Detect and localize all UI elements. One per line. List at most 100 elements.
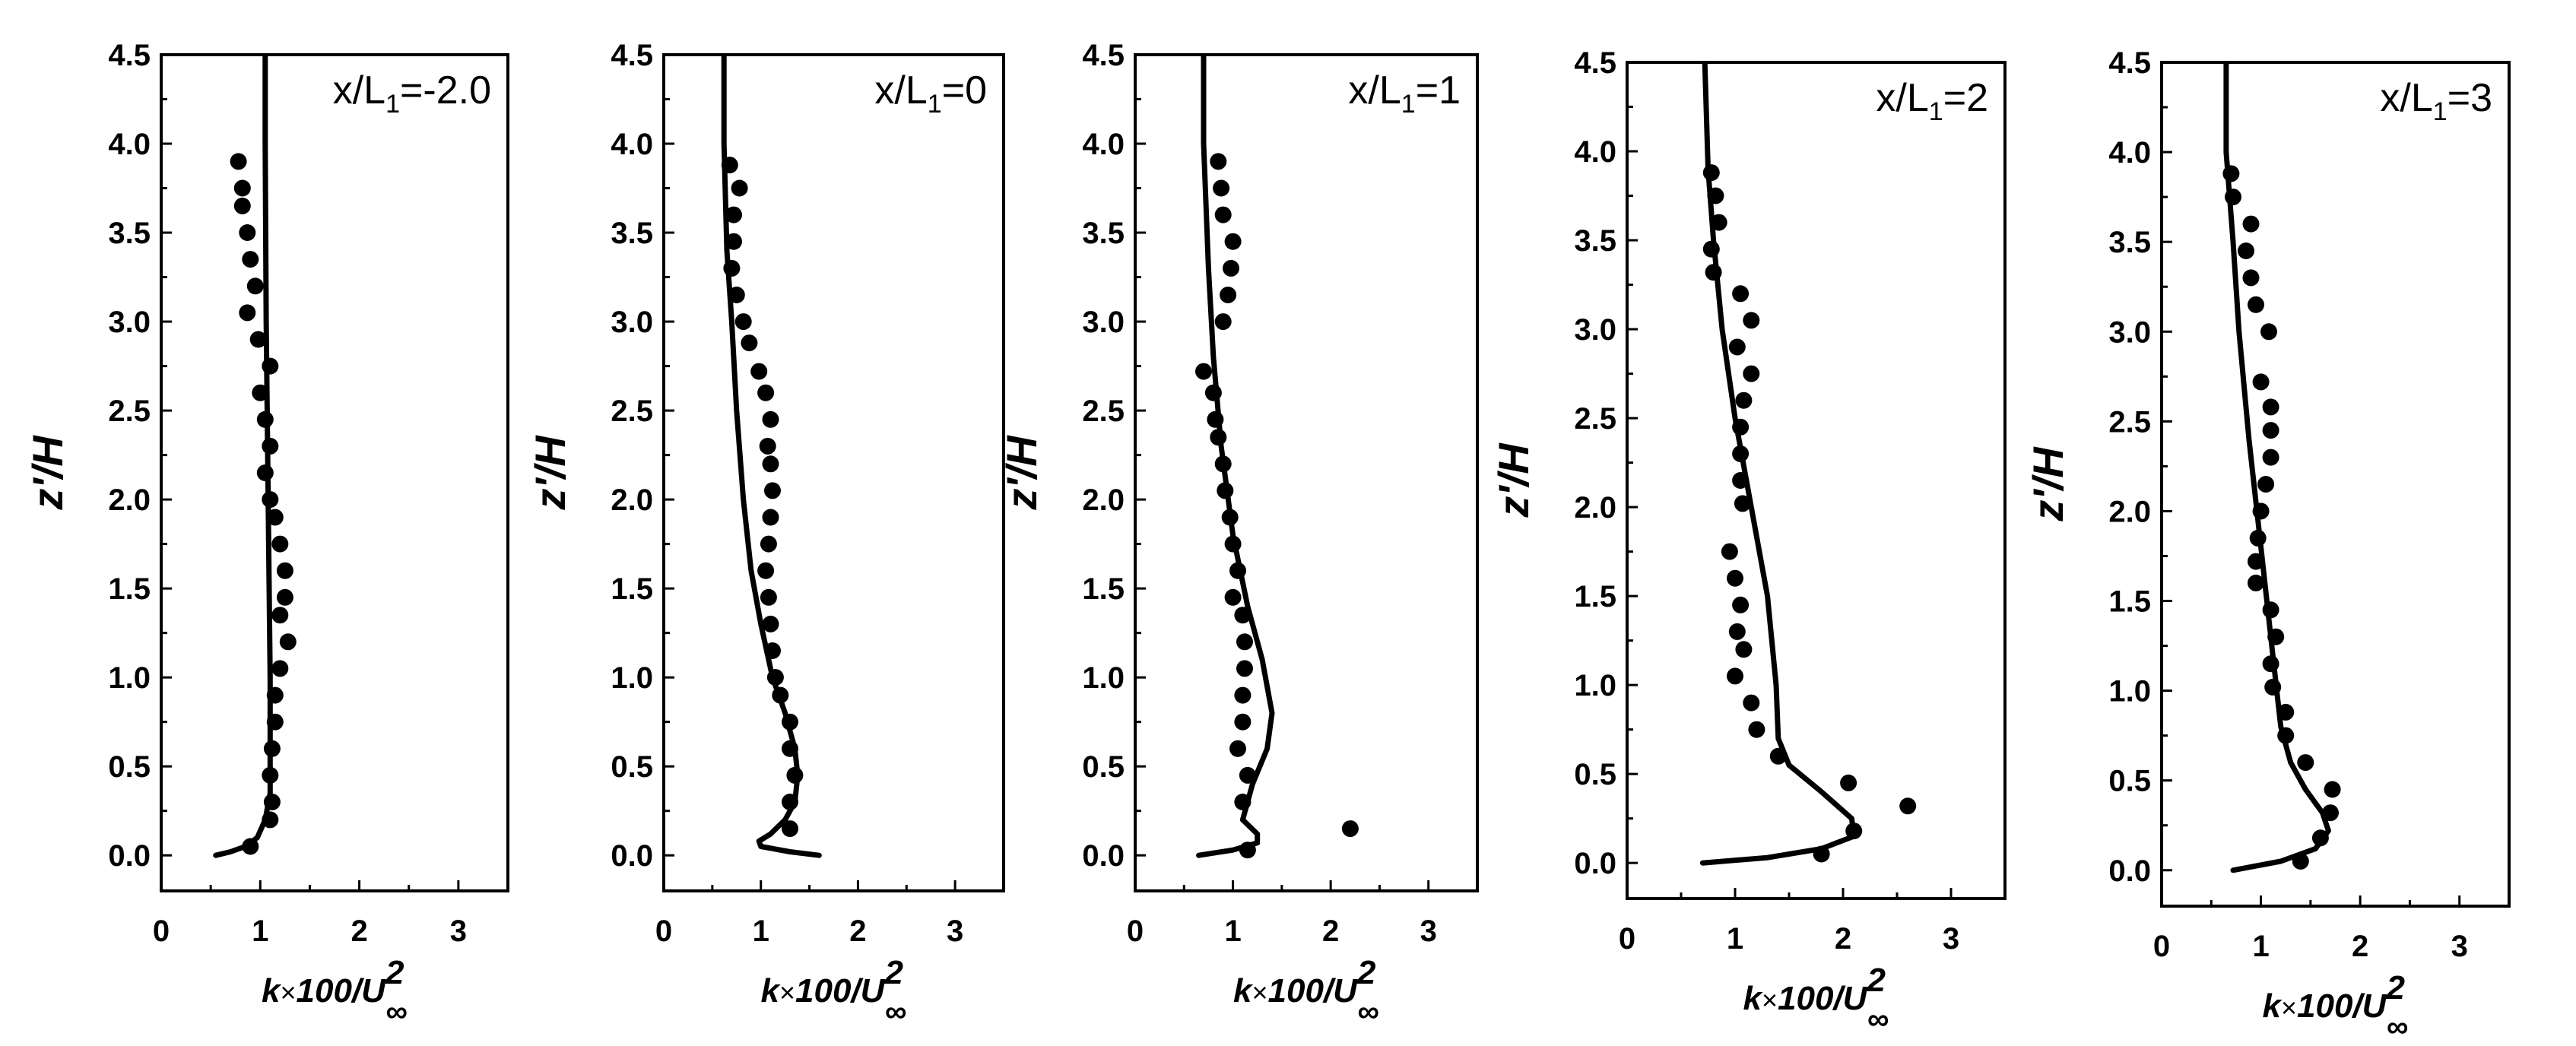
- experiment-point: [276, 588, 293, 606]
- experiment-point: [2225, 189, 2241, 206]
- x-label-sup: 2: [2385, 969, 2405, 1006]
- experiment-point: [1210, 153, 1227, 170]
- x-axis-label: k×100/U2 ∞: [262, 954, 408, 1029]
- experiment-point: [723, 259, 741, 277]
- y-tick-label: 4.0: [1082, 128, 1125, 161]
- y-tick-label: 0.5: [108, 750, 151, 784]
- experiment-point: [2292, 853, 2309, 870]
- y-tick-label: 1.5: [1082, 572, 1125, 606]
- experiment-point: [266, 713, 284, 731]
- y-axis-label: z'/H: [2024, 446, 2072, 522]
- y-tick-label: 2.5: [1574, 402, 1616, 436]
- y-axis-label: z'/H: [998, 435, 1045, 511]
- x-tick-label: 3: [450, 914, 467, 948]
- simulation-line: [721, 55, 822, 858]
- x-label-k: k: [2263, 987, 2283, 1025]
- experiment-point: [2324, 781, 2341, 798]
- experiment-point: [252, 384, 269, 401]
- y-axis-label: z'/H: [1489, 442, 1537, 518]
- x-label-times: ×: [1762, 984, 1778, 1016]
- x-axis-label: k×100/U2 ∞: [2263, 969, 2409, 1044]
- experiment-point: [1702, 240, 1720, 258]
- x-label-sub: ∞: [1867, 1003, 1889, 1036]
- y-tick-label: 4.5: [611, 39, 653, 72]
- experiment-point: [1710, 214, 1727, 231]
- experiment-point: [266, 509, 284, 526]
- experiment-point: [242, 838, 259, 855]
- experiment-point: [2262, 398, 2279, 416]
- experiment-point: [741, 334, 758, 352]
- experiment-point: [2297, 754, 2314, 772]
- y-tick-label: 4.0: [611, 128, 653, 161]
- experiment-point: [242, 251, 259, 268]
- experiment-point: [276, 562, 293, 579]
- experiment-point: [1705, 264, 1722, 281]
- experiment-point: [1732, 418, 1750, 436]
- title-prefix: x/L: [333, 68, 385, 113]
- experiment-point: [734, 313, 752, 331]
- experiment-point: [1239, 766, 1256, 784]
- experiment-point: [1213, 179, 1230, 197]
- simulation-line: [1196, 55, 1275, 858]
- experiment-point: [757, 562, 775, 579]
- y-tick-label: 3.0: [1082, 306, 1125, 339]
- x-tick-label: 2: [351, 914, 367, 948]
- x-tick-label: 0: [655, 914, 672, 948]
- experiment-point: [2249, 529, 2267, 547]
- panel-title: x/L1=-2.0: [333, 68, 491, 119]
- experiment-point: [262, 766, 279, 784]
- experiment-point: [782, 820, 798, 838]
- x-tick-label: 1: [1224, 914, 1241, 948]
- x-tick-label: 2: [2352, 930, 2368, 963]
- experiment-point: [1748, 721, 1765, 738]
- title-prefix: x/L: [874, 68, 927, 113]
- title-suffix: =0: [942, 68, 987, 113]
- panel-3: 0.0 0.5 1.0 1.5 2.0 2.5 3.0 3.5 4.0 4.5 0 1 2 3 z'/H k×…: [998, 39, 1479, 1029]
- y-tick-label: 2.0: [611, 483, 653, 517]
- experiment-point: [760, 535, 777, 553]
- x-label-sub: ∞: [2387, 1010, 2409, 1044]
- x-tick-label: 2: [1322, 914, 1339, 948]
- experiment-point: [760, 588, 777, 606]
- title-subscript: 1: [928, 90, 942, 119]
- simulation-line: [213, 55, 273, 858]
- plot-frame: [160, 53, 509, 892]
- x-label-k: k: [1233, 972, 1254, 1010]
- experiment-point: [1702, 164, 1720, 182]
- y-tick-label: 3.5: [1574, 224, 1616, 258]
- title-suffix: =-2.0: [400, 68, 491, 113]
- experiment-point: [2222, 165, 2240, 182]
- experiment-point: [263, 794, 281, 810]
- x-label-times: ×: [1252, 977, 1268, 1008]
- y-tick-label: 0.5: [1574, 758, 1616, 791]
- experiment-point: [2322, 804, 2339, 822]
- plot-frame: [2160, 61, 2511, 908]
- x-tick-label: 0: [1127, 914, 1144, 948]
- experiment-point: [762, 615, 779, 632]
- experiment-point: [725, 233, 742, 250]
- simulation-line: [1699, 62, 1857, 866]
- x-tick-label: 3: [1420, 914, 1437, 948]
- y-tick-label: 3.0: [611, 306, 653, 339]
- experiment-point: [239, 304, 256, 322]
- y-tick-label: 3.5: [1082, 217, 1125, 250]
- experiment-point: [762, 410, 779, 428]
- y-tick-label: 2.0: [1574, 491, 1616, 525]
- y-tick-label: 0.0: [1082, 839, 1125, 873]
- experiment-point: [1224, 233, 1242, 250]
- experiment-point: [263, 740, 281, 757]
- y-tick-label: 3.5: [611, 217, 653, 250]
- experiment-point: [1732, 596, 1750, 613]
- experiment-point: [1239, 842, 1256, 859]
- experiment-point: [1728, 623, 1746, 640]
- experiment-point: [1224, 535, 1242, 553]
- y-tick-label: 1.0: [1082, 661, 1125, 695]
- experiment-point: [1195, 363, 1212, 380]
- experiment-point: [1735, 641, 1753, 658]
- experiment-point: [782, 740, 798, 757]
- panel-title: x/L1=2: [1876, 76, 1988, 126]
- experiment-point: [1221, 509, 1239, 526]
- y-tick-label: 0.0: [108, 839, 151, 873]
- experiment-point: [2242, 269, 2260, 287]
